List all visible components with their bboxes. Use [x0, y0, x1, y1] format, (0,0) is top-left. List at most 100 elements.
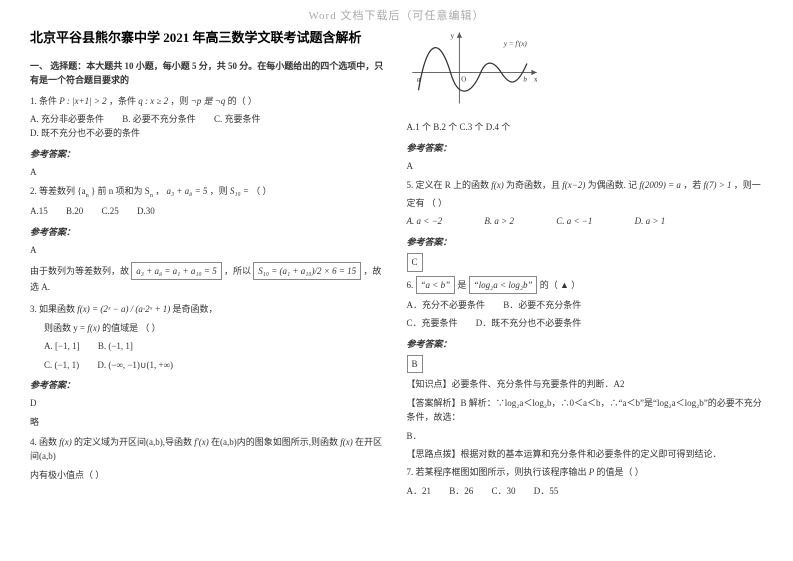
q1-optB: B. 必要不充分条件	[122, 112, 196, 126]
q1-ans: A	[30, 165, 387, 179]
q6-ans-box: B	[407, 355, 423, 373]
q6-text-c: 是	[457, 280, 466, 290]
q4-ans: A	[407, 159, 764, 173]
q5-math-h: f(7) > 1	[703, 180, 731, 190]
q1-stem: 1. 条件 P : |x+1| > 2 ，条件 q : x ≥ 2 ，则 ¬p …	[30, 94, 387, 108]
q3-sub-b: f(x)	[87, 323, 100, 333]
q4-math-f: f(x)	[340, 437, 353, 447]
q3-optB: B. (−1, 1]	[98, 339, 133, 353]
b-label: b	[523, 75, 527, 83]
curve	[418, 48, 526, 91]
q3-text-a: 3. 如果函数	[30, 304, 75, 314]
q3-math-b: f(x) = (2ˣ − a) / (a·2ˣ + 1)	[77, 304, 170, 314]
derivative-graph: x y y = f′(x) a b O	[407, 28, 542, 108]
q2-ans-label: 参考答案：	[30, 225, 387, 239]
q5-stem: 5. 定义在 R 上的函数 f(x) 为奇函数，且 f(x−2) 为偶函数. 记…	[407, 178, 764, 192]
x-arrow	[531, 70, 536, 75]
q7-text-a: 7. 若某程序框图如图所示，则执行该程序输出	[407, 467, 587, 477]
q2-optB: B.20	[66, 204, 83, 218]
q2-ans: A	[30, 243, 387, 257]
q5-text-a: 5. 定义在 R 上的函数	[407, 180, 490, 190]
q5-text-g: ，若	[683, 180, 701, 190]
q2-expl-b: a₃ + a₈ = a₁ + a₁₀ = 5	[131, 262, 221, 280]
q5-ans: C	[407, 253, 764, 271]
q2-expl-a: 由于数列为等差数列，故	[30, 266, 129, 276]
q7-optD: D．55	[534, 484, 559, 498]
left-column: 北京平谷县熊尔寨中学 2021 年高三数学文联考试题含解析 一、 选择题：本大题…	[30, 28, 387, 502]
q7-math-b: P	[589, 467, 595, 477]
q3-sub-a: 则函数 y =	[44, 323, 85, 333]
q3-ans: D	[30, 396, 387, 410]
q2-optD: D.30	[137, 204, 155, 218]
q4-text-a: 4. 函数	[30, 437, 57, 447]
q6-optC: C．充要条件	[407, 316, 458, 330]
q5-ans-box: C	[407, 253, 423, 271]
q1-math-p: P : |x+1| > 2	[59, 96, 106, 106]
q3-stem: 3. 如果函数 f(x) = (2ˣ − a) / (a·2ˣ + 1) 是奇函…	[30, 302, 387, 316]
q6-stem: 6. “a < b” 是 “log₂a < log₂b” 的（ ▲ ）	[407, 276, 764, 294]
q2-text-e: ，则	[210, 186, 228, 196]
q3-expl: 略	[30, 415, 387, 429]
q6-text-a: 6.	[407, 280, 414, 290]
q4-text-c: 的定义域为开区间(a,b),导函数	[74, 437, 192, 447]
watermark: Word 文档下载后（可任意编辑）	[309, 8, 485, 26]
q2-stem: 2. 等差数列 {an } 前 n 项和为 Sn ， a₃ + a₈ = 5 ，…	[30, 184, 387, 201]
q5-ans-label: 参考答案：	[407, 235, 764, 249]
q4-line2: 内有极小值点（ ）	[30, 468, 387, 482]
q5-optB: B. a > 2	[484, 214, 514, 228]
q5-text-c: 为奇函数，且	[506, 180, 560, 190]
q5-math-f: f(2009) = a	[639, 180, 681, 190]
q3-sub: 则函数 y = f(x) 的值域是 （ ）	[44, 321, 387, 335]
q2-math-d: a₃ + a₈ = 5	[166, 186, 207, 196]
q6-options-2: C．充要条件 D．既不充分也不必要条件	[407, 316, 764, 330]
right-column: x y y = f′(x) a b O A.1 个 B.2 个 C.3 个 D.…	[407, 28, 764, 502]
q6-k2b: B．	[407, 429, 764, 443]
q6-ans: B	[407, 355, 764, 373]
q4-text-e: 在(a,b)内的图象如图所示,则函数	[211, 437, 338, 447]
q5-math-d: f(x−2)	[562, 180, 585, 190]
q6-ans-label: 参考答案：	[407, 337, 764, 351]
q2-sub-n2: n	[150, 191, 153, 198]
q1-options: A. 充分非必要条件 B. 必要不充分条件 C. 充要条件 D. 既不充分也不必…	[30, 112, 387, 141]
q5-optD: D. a > 1	[635, 214, 666, 228]
q3-optD: D. (−∞, −1)∪(1, +∞)	[97, 358, 173, 372]
q7-stem: 7. 若某程序框图如图所示，则执行该程序输出 P 的值是（ ）	[407, 465, 764, 479]
q2-optA: A.15	[30, 204, 48, 218]
q4-ans-label: 参考答案：	[407, 141, 764, 155]
q6-math-d: “log₂a < log₂b”	[469, 276, 538, 294]
q1-text-e: ，则	[170, 96, 188, 106]
q1-text-c: ，条件	[109, 96, 136, 106]
page-container: 北京平谷县熊尔寨中学 2021 年高三数学文联考试题含解析 一、 选择题：本大题…	[0, 0, 793, 512]
q7-text-c: 的值是（ ）	[597, 467, 644, 477]
q1-ans-label: 参考答案：	[30, 147, 387, 161]
O-label: O	[461, 75, 466, 83]
q2-text-g: （ ）	[251, 186, 271, 196]
q4-math-b: f(x)	[59, 437, 72, 447]
q6-optA: A．充分不必要条件	[407, 298, 486, 312]
q3-optA: A. [−1, 1]	[44, 339, 80, 353]
q2-text-c: ，	[155, 186, 164, 196]
q6-math-b: “a < b”	[416, 276, 456, 294]
q6-text-e: 的（ ▲ ）	[540, 280, 580, 290]
q6-optB: B．必要不充分条件	[503, 298, 581, 312]
q7-optC: C．30	[492, 484, 516, 498]
q2-text-a: 2. 等差数列 {a	[30, 186, 86, 196]
q3-options-1: A. [−1, 1] B. (−1, 1]	[44, 339, 387, 353]
q5-options: A. a < −2 B. a > 2 C. a < −1 D. a > 1	[407, 214, 764, 228]
q6-options-1: A．充分不必要条件 B．必要不充分条件	[407, 298, 764, 312]
q6-optD: D．既不充分也不必要条件	[476, 316, 582, 330]
q5-optA: A. a < −2	[407, 214, 443, 228]
y-label: y	[450, 32, 454, 40]
q5-line2: 定有 （ ）	[407, 196, 764, 210]
q5-text-i: ，则一	[734, 180, 761, 190]
q3-optC: C. (−1, 1)	[44, 358, 79, 372]
q7-options: A．21 B．26 C．30 D．55	[407, 484, 764, 498]
q5-math-b: f(x)	[491, 180, 504, 190]
q1-text-a: 1. 条件	[30, 96, 57, 106]
q6-k3: 【思路点拨】根据对数的基本运算和充分条件和必要条件的定义即可得到结论．	[407, 447, 764, 461]
a-label: a	[416, 75, 420, 83]
q7-optB: B．26	[449, 484, 473, 498]
q4-math-d: f′(x)	[194, 437, 208, 447]
q2-math-f: S₁₀ =	[230, 186, 249, 196]
x-label: x	[534, 75, 538, 83]
